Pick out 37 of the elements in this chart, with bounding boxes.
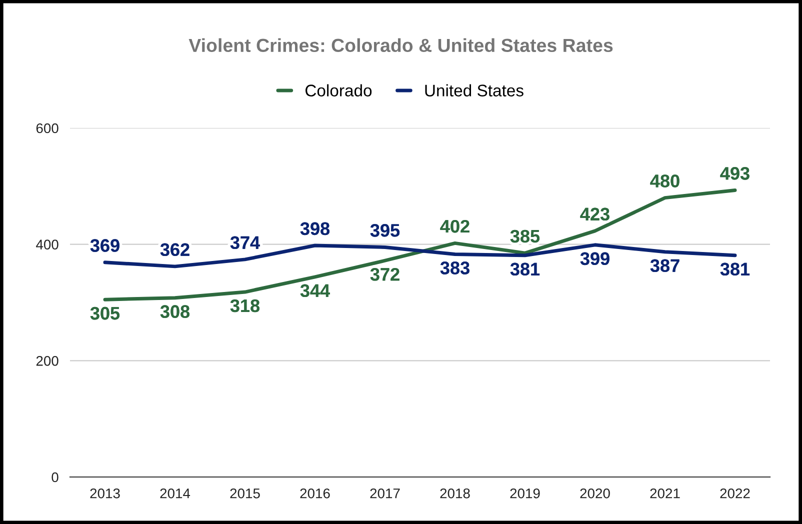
data-label: 383 bbox=[440, 262, 470, 274]
data-label: 362 bbox=[160, 243, 190, 256]
y-tick-label: 600 bbox=[36, 123, 58, 134]
data-label: 385 bbox=[510, 230, 540, 243]
chart-title: Violent Crimes: Colorado & United States Rates bbox=[188, 38, 613, 52]
x-tick-label: 2019 bbox=[510, 488, 540, 498]
data-label: 480 bbox=[650, 174, 680, 188]
x-tick-label: 2021 bbox=[650, 488, 680, 498]
x-tick-label: 2022 bbox=[720, 488, 750, 498]
data-label: 493 bbox=[720, 167, 750, 180]
x-tick-label: 2015 bbox=[230, 488, 260, 498]
data-label: 398 bbox=[300, 222, 330, 236]
data-label: 305 bbox=[90, 306, 120, 320]
data-label: 374 bbox=[230, 236, 260, 250]
x-tick-label: 2016 bbox=[300, 488, 330, 498]
data-label: 308 bbox=[160, 305, 190, 318]
data-label: 344 bbox=[300, 284, 330, 298]
data-label: 395 bbox=[370, 224, 400, 237]
y-tick-label: 400 bbox=[36, 240, 58, 250]
x-tick-label: 2013 bbox=[90, 488, 120, 498]
legend-label: United States bbox=[425, 84, 524, 96]
data-label: 399 bbox=[580, 252, 610, 266]
x-tick-label: 2014 bbox=[160, 488, 190, 498]
data-label: 369 bbox=[90, 239, 120, 252]
y-tick-label: 200 bbox=[36, 356, 58, 366]
data-label: 381 bbox=[510, 262, 540, 276]
data-label: 387 bbox=[650, 259, 680, 272]
data-label: 381 bbox=[720, 262, 750, 276]
x-tick-label: 2020 bbox=[580, 488, 610, 498]
data-label: 318 bbox=[230, 299, 260, 312]
data-label: 372 bbox=[370, 268, 400, 281]
y-tick-label: 0 bbox=[52, 472, 58, 482]
x-tick-label: 2018 bbox=[440, 488, 470, 498]
x-tick-label: 2017 bbox=[370, 488, 400, 498]
data-label: 423 bbox=[580, 208, 610, 221]
data-label: 402 bbox=[440, 220, 470, 233]
legend-label: Colorado bbox=[306, 84, 372, 96]
